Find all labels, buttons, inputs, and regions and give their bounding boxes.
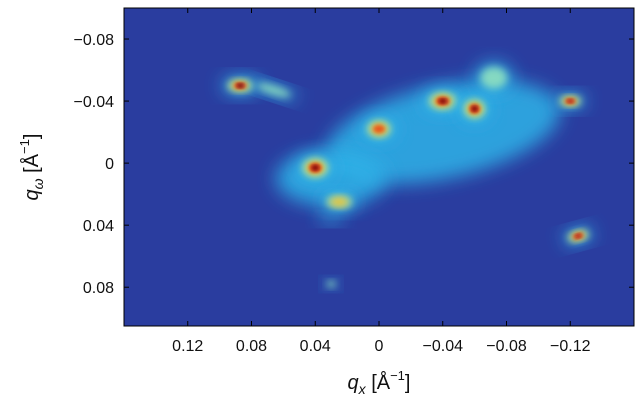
heat-spot-peak-2-level-5	[472, 107, 477, 111]
axis-ticks: 0.12 0.08 0.04 0 −0.04 −0.08 −0.12 −0.08 −0.04 0 0…	[74, 8, 634, 355]
y-axis-label-close: ]	[21, 134, 43, 140]
heat-spot-peak-1-level-5	[440, 99, 446, 103]
y-tick-label: 0.04	[83, 218, 114, 235]
x-tick-label: 0.04	[300, 338, 331, 355]
heat-arc-upper-left-level-1	[256, 83, 291, 98]
x-axis-label: qx [Å−1]	[348, 368, 411, 397]
heat-spot-lower-right-level-4	[574, 234, 582, 238]
y-tick-label: −0.04	[74, 94, 115, 111]
heat-spot-low	[320, 192, 359, 212]
heat-spot-faint-bottom-level-1	[326, 280, 336, 288]
heat-spot-upper-left	[221, 76, 260, 95]
y-axis-label-subscript: ω	[30, 178, 46, 189]
x-tick-label: 0	[375, 338, 384, 355]
heat-spot-peak-1	[422, 88, 464, 114]
y-axis-label-symbol: q	[21, 189, 43, 200]
x-tick-label: −0.12	[550, 338, 591, 355]
heat-spot-low-level-2	[329, 197, 349, 207]
y-tick-label: −0.08	[74, 32, 115, 49]
y-axis-label-exponent: −1	[17, 139, 32, 154]
heat-spot-faint-bottom	[324, 279, 338, 289]
heat-blob-upper-right-level-1	[480, 66, 508, 89]
x-tick-label: −0.04	[423, 338, 464, 355]
x-axis-label-symbol: q	[348, 372, 359, 394]
y-axis-label-unit: [Å	[20, 153, 43, 178]
x-axis-label-unit: [Å	[366, 371, 391, 394]
x-axis-label-subscript: x	[358, 381, 367, 397]
heatmap-layer	[221, 62, 594, 289]
heat-blob-upper-right	[474, 62, 513, 94]
x-tick-label: 0.08	[236, 338, 267, 355]
x-axis-label-close: ]	[405, 372, 411, 394]
x-tick-label: 0.12	[172, 338, 203, 355]
heat-diffuse-cloud	[325, 80, 561, 184]
heat-spot-lower-right	[562, 227, 594, 245]
y-tick-label: 0.08	[83, 280, 114, 297]
heat-spot-faint-mid-level-0	[318, 214, 344, 224]
heat-spot-center-level-3	[373, 124, 385, 134]
heat-diffuse-cloud-level-0	[325, 80, 561, 184]
heat-spot-right	[554, 93, 587, 109]
heat-spot-left-center-level-5	[313, 166, 318, 170]
heat-spot-right-level-4	[566, 99, 574, 103]
y-axis-label: qω [Å−1]	[17, 134, 46, 201]
x-tick-label: −0.08	[486, 338, 527, 355]
heat-spot-peak-2	[458, 94, 491, 123]
heat-arc-upper-left	[249, 80, 299, 101]
heat-spot-center	[361, 116, 397, 142]
y-tick-label: 0	[105, 156, 114, 173]
heat-spot-left-center	[296, 153, 335, 182]
heat-spot-upper-left-level-5	[238, 84, 243, 88]
heat-spot-faint-mid	[318, 214, 344, 224]
x-axis-label-exponent: −1	[390, 368, 405, 383]
